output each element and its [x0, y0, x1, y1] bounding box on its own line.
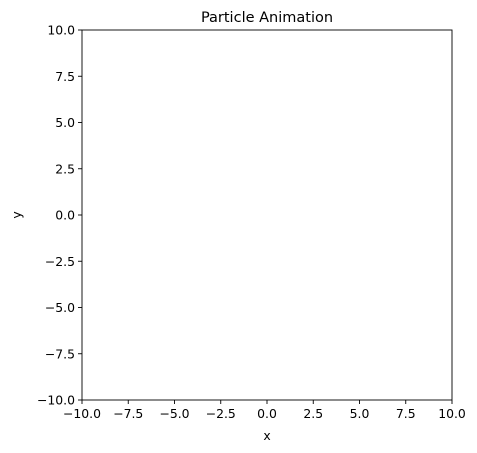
y-axis-ticks: 10.0 7.5 5.0 2.5 0.0 −2.5 −5.0 −7.5 −10.0	[37, 23, 82, 408]
y-tick-label: −2.5	[45, 254, 75, 269]
plot-area	[81, 29, 453, 401]
y-tick-label: −7.5	[45, 346, 75, 361]
y-tick-label: 0.0	[55, 208, 75, 223]
x-axis-label: x	[263, 428, 270, 443]
y-tick-label: −5.0	[45, 300, 75, 315]
x-tick-label: 7.5	[396, 406, 416, 421]
y-tick-label: 7.5	[55, 69, 75, 84]
y-axis-label: y	[9, 211, 24, 218]
x-tick-label: −2.5	[206, 406, 236, 421]
x-tick-label: 10.0	[438, 406, 466, 421]
x-tick-label: −5.0	[159, 406, 189, 421]
x-tick-label: −7.5	[113, 406, 143, 421]
x-tick-label: −10.0	[63, 406, 101, 421]
x-tick-label: 2.5	[303, 406, 323, 421]
x-tick-label: 5.0	[350, 406, 370, 421]
plot-frame	[81, 29, 453, 401]
y-tick-label: 10.0	[47, 23, 75, 38]
y-tick-label: 5.0	[55, 115, 75, 130]
y-tick-label: −10.0	[37, 393, 75, 408]
x-axis-ticks: −10.0 −7.5 −5.0 −2.5 0.0 2.5 5.0 7.5 10.0	[63, 400, 466, 421]
y-tick-label: 2.5	[55, 161, 75, 176]
chart-title: Particle Animation	[201, 10, 333, 26]
x-tick-label: 0.0	[257, 406, 277, 421]
